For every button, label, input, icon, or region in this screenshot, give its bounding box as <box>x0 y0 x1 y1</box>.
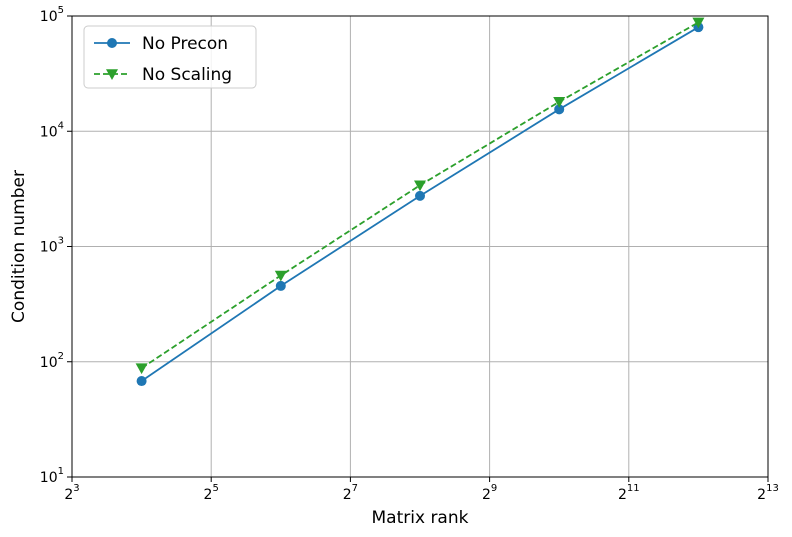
legend-marker <box>106 69 118 80</box>
data-point <box>274 270 287 282</box>
x-axis-label: Matrix rank <box>372 508 469 528</box>
legend-item: No Scaling <box>94 65 232 85</box>
x-tick-label: 25 <box>204 483 219 503</box>
axis-ticks: 23 25 27 29 211 213 101 102 103 104 105 <box>40 5 779 503</box>
y-tick-label: 101 <box>40 466 64 486</box>
legend-marker <box>107 38 117 48</box>
legend-box <box>83 25 257 89</box>
legend-label: No Precon <box>142 34 228 54</box>
data-point <box>275 280 286 291</box>
y-tick-label: 102 <box>40 351 64 371</box>
series-layer <box>135 17 705 387</box>
data-point <box>554 104 565 115</box>
x-tick-label: 211 <box>618 483 640 503</box>
x-tick-label: 29 <box>482 483 497 503</box>
series-no-scaling <box>135 17 705 375</box>
data-point <box>135 363 148 375</box>
y-tick-label: 103 <box>40 236 64 256</box>
x-tick-label: 213 <box>757 483 779 503</box>
data-point <box>415 190 425 201</box>
y-axis-label: Condition number <box>9 170 29 323</box>
legend-label: No Scaling <box>142 65 232 85</box>
series-no-precon <box>136 22 704 387</box>
legend: No Precon No Scaling <box>83 25 257 89</box>
y-tick-label: 105 <box>40 5 64 25</box>
data-point <box>692 17 705 29</box>
x-tick-label: 23 <box>64 483 79 503</box>
y-tick-label: 104 <box>40 120 64 140</box>
x-tick-label: 27 <box>343 483 358 503</box>
data-point <box>553 97 566 108</box>
data-point <box>136 376 147 387</box>
legend-item: No Precon <box>94 34 228 54</box>
data-point <box>414 180 426 192</box>
